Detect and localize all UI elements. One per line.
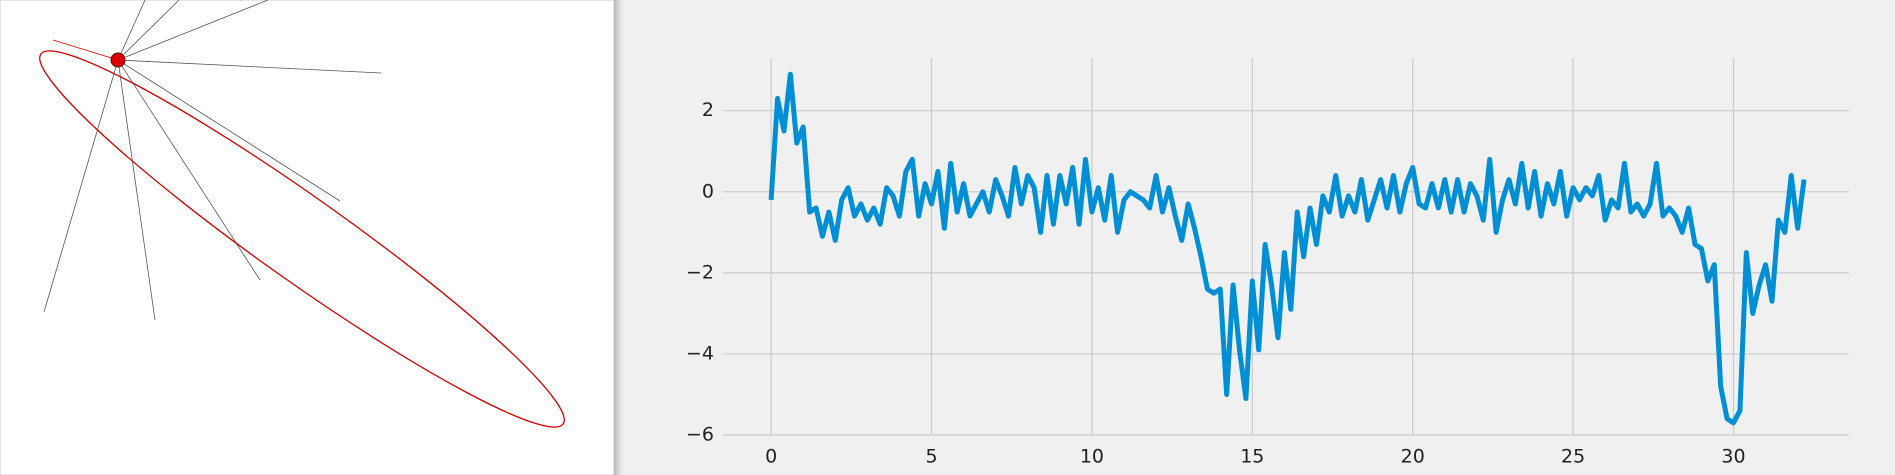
x-tick-label: 20 xyxy=(1401,446,1425,468)
ray xyxy=(117,0,180,61)
y-tick-label: −6 xyxy=(686,424,714,446)
x-tick-label: 0 xyxy=(765,446,777,468)
ray xyxy=(117,59,341,202)
panel-background xyxy=(0,0,615,475)
plot-background xyxy=(614,0,1895,475)
data-line xyxy=(768,71,1807,426)
y-tick-label: 2 xyxy=(702,99,714,121)
x-tick-label: 30 xyxy=(1721,446,1745,468)
orbit-panel xyxy=(0,0,615,475)
body xyxy=(110,52,126,68)
y-tick-label: −4 xyxy=(686,342,714,364)
y-tick-label: 0 xyxy=(702,180,714,202)
x-tick-label: 5 xyxy=(925,446,937,468)
ray xyxy=(117,0,146,61)
ray xyxy=(43,59,119,313)
x-tick-label: 15 xyxy=(1240,446,1264,468)
x-tick-label: 25 xyxy=(1561,446,1585,468)
ray xyxy=(52,39,119,61)
rays xyxy=(43,0,382,321)
orbit xyxy=(39,50,565,428)
ray xyxy=(117,59,382,74)
ray xyxy=(117,59,156,321)
panel-shadow xyxy=(614,0,626,475)
x-tick-label: 10 xyxy=(1080,446,1104,468)
y-tick-label: −2 xyxy=(686,261,714,283)
ray xyxy=(117,0,269,61)
